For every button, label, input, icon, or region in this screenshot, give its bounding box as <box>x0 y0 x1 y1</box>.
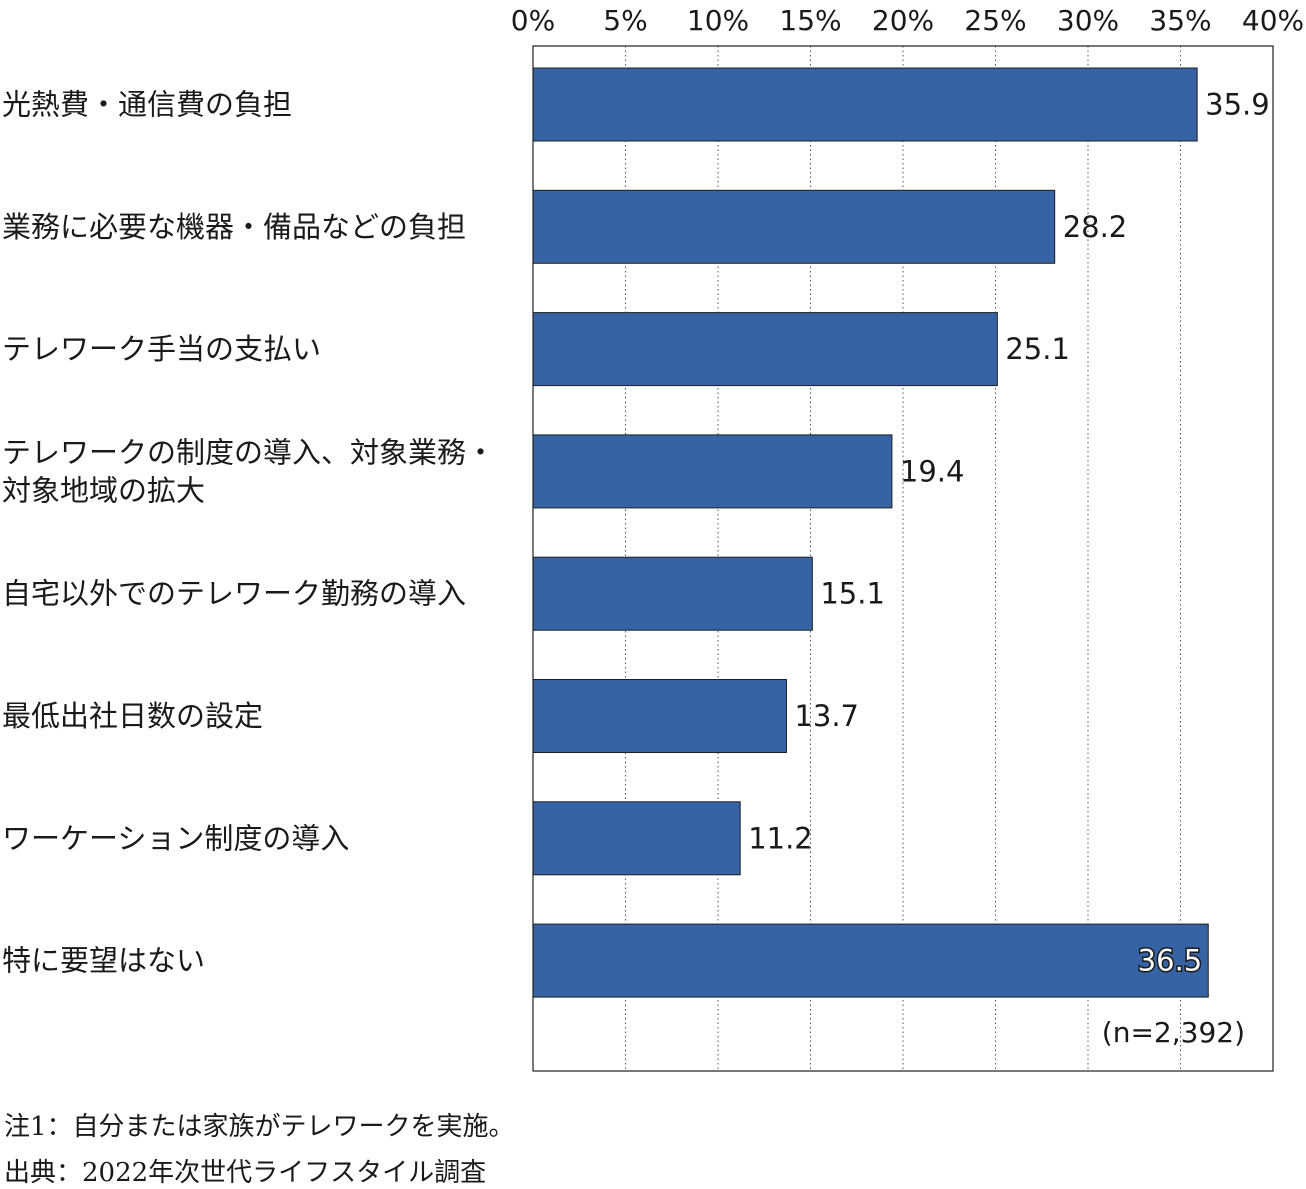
bar <box>532 679 787 753</box>
bar <box>532 67 1198 142</box>
value-label: 28.2 <box>1063 210 1128 244</box>
x-tick-label: 40% <box>1242 4 1304 37</box>
value-label: 19.4 <box>900 454 965 488</box>
x-tick-label: 10% <box>687 4 749 37</box>
category-label: 最低出社日数の設定 <box>2 699 263 733</box>
bar <box>532 434 893 509</box>
plot-frame <box>532 45 1274 1072</box>
category-label: ワーケーション制度の導入 <box>2 821 349 855</box>
x-tick-label: 15% <box>779 4 841 37</box>
category-label: 業務に必要な機器・備品などの負担 <box>2 210 466 244</box>
value-label: 25.1 <box>1005 332 1070 366</box>
source-note: 出典：2022年次世代ライフスタイル調査 <box>4 1158 487 1188</box>
x-tick-label: 5% <box>603 4 647 37</box>
category-label: テレワークの制度の導入、対象業務・ <box>2 435 495 469</box>
bar <box>532 189 1056 264</box>
bar <box>532 556 813 631</box>
bar <box>532 801 741 876</box>
bar <box>532 312 998 387</box>
category-label: 光熱費・通信費の負担 <box>2 88 292 122</box>
category-label: テレワーク手当の支払い <box>2 332 321 366</box>
x-tick-label: 25% <box>964 4 1026 37</box>
x-tick-label: 20% <box>872 4 934 37</box>
value-label: 35.9 <box>1205 88 1270 122</box>
footnote: 注1：自分または家族がテレワークを実施。 <box>4 1112 515 1142</box>
value-label: 15.1 <box>820 577 885 611</box>
x-tick-label: 35% <box>1149 4 1211 37</box>
x-tick-label: 30% <box>1057 4 1119 37</box>
value-label: 13.7 <box>794 699 859 733</box>
bar-chart: 0% 5% 10% 15% 20% 25% 30% 35% 40% 35.9 光熱費・通信費の負担 2… <box>2 4 1304 1072</box>
sample-size-label: (n=2,392) <box>1102 1016 1245 1049</box>
x-tick-label: 0% <box>511 4 555 37</box>
category-label: 自宅以外でのテレワーク勤務の導入 <box>2 577 466 611</box>
bar <box>532 923 1209 998</box>
value-label: 11.2 <box>748 821 813 855</box>
category-label: 特に要望はない <box>2 944 205 978</box>
category-label: 対象地域の拡大 <box>2 473 205 507</box>
value-label: 36.5 <box>1138 944 1203 978</box>
